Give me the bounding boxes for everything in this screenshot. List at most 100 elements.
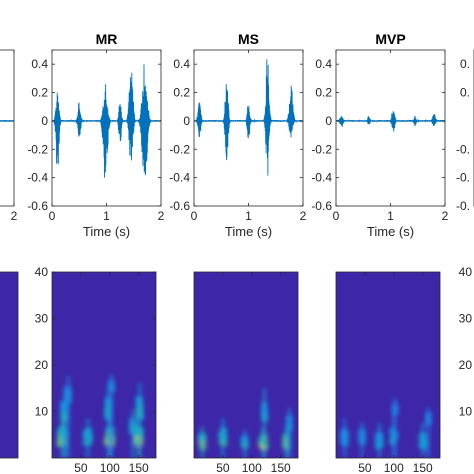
spectrogram-energy [340, 397, 432, 458]
x-tick-label: 0 [333, 209, 340, 223]
waveform-line [194, 59, 303, 176]
y-tick-label: 0.2 [31, 86, 48, 100]
spectrogram-partial-left [0, 271, 19, 459]
axes-box [193, 271, 299, 459]
spectrogram-cell [83, 430, 88, 436]
y-tick-label: 40 [35, 265, 49, 279]
spectrogram-cell [88, 435, 93, 441]
x-tick-label: 1 [103, 209, 110, 223]
y-tick-label: 20 [35, 358, 49, 372]
waveform-MR: 0 1 2 0.4 0.2 0 -0.2 -0.4 -0.6 MR Time (s) [27, 31, 164, 239]
y-tick-label: 0. [460, 86, 470, 100]
spectrogram-streak [110, 374, 114, 458]
spectrogram-energy [56, 374, 144, 458]
x-axis-label: Time (s) [83, 224, 130, 239]
spectrogram-streak [287, 408, 291, 458]
spectrogram-streak [377, 423, 381, 458]
spectrogram-partial-right: 10 20 30 40 [459, 265, 473, 419]
y-tick-label: 0 [41, 114, 48, 128]
y-tick-label: 40 [459, 265, 473, 279]
spectrogram-cell [374, 438, 380, 444]
y-tick-label: -0.6 [169, 199, 190, 213]
spectrogram-cell [104, 440, 109, 446]
x-tick-label: 100 [100, 461, 120, 474]
x-tick-label: 2 [442, 209, 449, 223]
y-tick-label: -0.4 [311, 171, 332, 185]
waveform-line [52, 64, 161, 178]
spectrogram-cell [57, 441, 62, 447]
axes-box [335, 271, 441, 459]
spectrogram-cell [218, 433, 223, 439]
spectrogram-streak [131, 409, 135, 458]
spectrogram-cell [222, 434, 228, 440]
spectrogram-cell [201, 435, 207, 441]
y-tick-label: 0.4 [315, 57, 332, 71]
x-tick-label: 2 [300, 209, 307, 223]
y-tick-label: 20 [459, 358, 473, 372]
spectrogram-background [0, 272, 18, 458]
spectrogram-cell [104, 414, 109, 420]
spectrogram-streak [243, 430, 247, 458]
panel-title: MR [96, 31, 118, 47]
y-tick-label: -0.2 [169, 142, 190, 156]
x-tick-label: 1 [387, 209, 394, 223]
axes-background [336, 50, 445, 206]
spectrogram-cell [135, 396, 141, 402]
spectrogram-cell [379, 440, 384, 446]
axes-background [0, 50, 14, 206]
waveform-MVP: 0 1 2 0.4 0.2 0 -0.2 -0.4 -0.6 MVP Time (s) [311, 31, 448, 239]
y-tick-label: -0.2 [311, 142, 332, 156]
y-tick-label: 10 [459, 405, 473, 419]
y-tick-label: 0.2 [315, 86, 332, 100]
spectrogram-cell [340, 439, 345, 446]
y-tick-label: 0.4 [31, 57, 48, 71]
x-tick-label: 2 [11, 209, 18, 223]
y-tick-label: -0.4 [27, 171, 48, 185]
y-tick-label: -0.6 [27, 199, 48, 213]
y-tick-label: -0.2 [27, 142, 48, 156]
spectrogram-streak [86, 418, 90, 458]
axes-box [0, 49, 15, 207]
spectrogram-cell [134, 439, 139, 445]
spectrogram-streak [421, 423, 425, 458]
spectrogram-cell [358, 436, 363, 442]
x-tick-label: 2 [158, 209, 165, 223]
waveform-MS: 0 1 2 0.4 0.2 0 -0.2 -0.4 -0.6 MS Time (s) [169, 31, 306, 239]
spectrogram-background [336, 272, 440, 458]
spectrogram-streak [262, 388, 266, 458]
y-tick-label: 0. [460, 57, 470, 71]
x-tick-label: 0 [191, 209, 198, 223]
spectrogram-streak [200, 426, 204, 458]
spectrogram-cell [340, 434, 345, 440]
spectrogram-energy [197, 388, 293, 458]
y-tick-label: -0.6 [311, 199, 332, 213]
y-tick-label: -0. [456, 142, 470, 156]
spectrogram-cell [375, 432, 381, 438]
waveform-line [0, 120, 14, 122]
spectrogram-background [194, 272, 298, 458]
spectrogram-streak [426, 406, 430, 458]
x-axis-label: Time (s) [367, 224, 414, 239]
y-tick-label: 10 [35, 405, 49, 419]
spectrogram-cell [57, 434, 62, 441]
x-tick-label: 100 [242, 461, 262, 474]
panel-title: MS [238, 31, 259, 47]
spectrogram-cell [418, 443, 424, 449]
waveform-partial-left: 2 [0, 49, 18, 223]
y-tick-label: 30 [35, 312, 49, 326]
spectrogram-streak [393, 397, 397, 458]
spectrogram-cell [197, 433, 203, 439]
spectrogram-streak [66, 376, 70, 458]
x-tick-label: 150 [413, 461, 433, 474]
waveform-line [336, 111, 445, 132]
y-tick-label: 30 [459, 312, 473, 326]
spectrogram-cell [139, 414, 144, 420]
y-tick-label: 0.4 [173, 57, 190, 71]
spectrogram-streak [138, 383, 142, 458]
spectrogram-streak [107, 383, 111, 458]
x-tick-label: 1 [245, 209, 252, 223]
spectrogram-cell [82, 440, 88, 446]
spectrogram-streak [60, 414, 64, 458]
spectrogram-cell [264, 443, 269, 449]
